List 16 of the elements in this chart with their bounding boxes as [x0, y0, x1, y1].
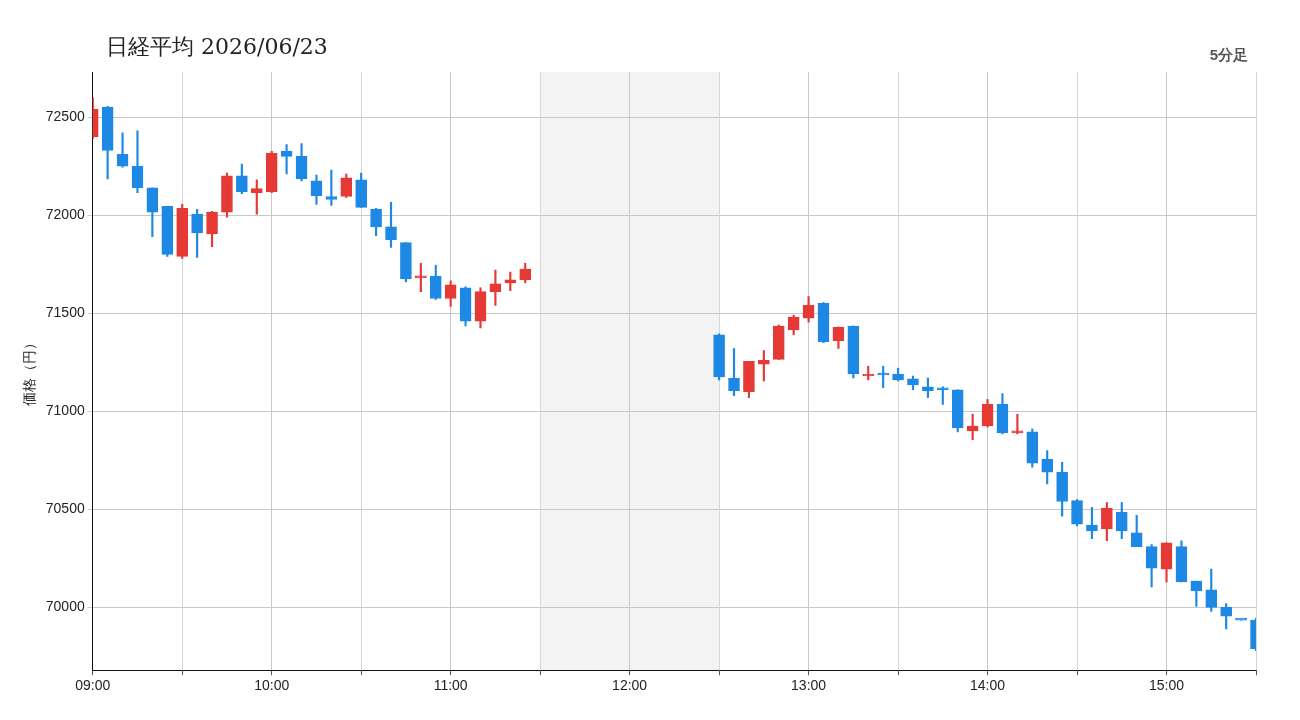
x-tick-label: 10:00 [254, 677, 290, 694]
y-tick-label: 72500 [45, 107, 85, 124]
y-tick-label: 71500 [45, 304, 85, 321]
y-tick-label: 72000 [45, 206, 85, 223]
y-axis-title: 価格（円） [21, 336, 38, 407]
x-tick-label: 11:00 [433, 677, 468, 694]
y-tick-label: 70000 [45, 598, 85, 615]
x-tick-label: 14:00 [970, 677, 1006, 694]
chart-subtitle: 5分足 [1209, 46, 1248, 65]
x-tick-label: 13:00 [791, 677, 827, 694]
x-tick-label: 15:00 [1148, 677, 1185, 694]
y-tick-label: 70500 [45, 500, 85, 517]
x-tick-label: 09:00 [75, 677, 111, 694]
y-tick-label: 71000 [45, 402, 85, 419]
chart-title: 日経平均 2026/06/23 [106, 33, 328, 61]
x-tick-label: 12:00 [612, 677, 648, 694]
